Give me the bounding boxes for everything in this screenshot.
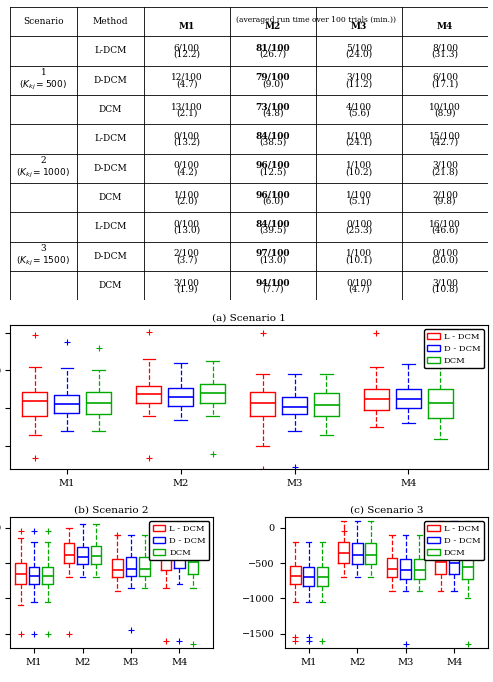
Text: (6.0): (6.0) <box>262 196 283 206</box>
Text: DCM: DCM <box>99 281 122 290</box>
Text: 97/100: 97/100 <box>256 249 290 258</box>
Text: (4.7): (4.7) <box>348 284 370 294</box>
Text: 5/100: 5/100 <box>346 44 372 53</box>
Legend: L - DCM, D - DCM, DCM: L - DCM, D - DCM, DCM <box>149 521 209 560</box>
Text: 6/100: 6/100 <box>432 73 458 82</box>
Text: (17.1): (17.1) <box>431 79 458 88</box>
Text: (42.7): (42.7) <box>431 138 458 147</box>
Text: (9.0): (9.0) <box>262 79 283 88</box>
Text: 2
$(K_{kj}=1000)$: 2 $(K_{kj}=1000)$ <box>16 156 70 180</box>
Text: D-DCM: D-DCM <box>93 164 127 173</box>
Text: (5.1): (5.1) <box>348 196 370 206</box>
Text: (25.3): (25.3) <box>346 226 373 235</box>
Text: 3/100: 3/100 <box>432 278 458 287</box>
Text: DCM: DCM <box>99 105 122 114</box>
Text: (4.7): (4.7) <box>176 79 198 88</box>
Text: M3: M3 <box>351 23 367 31</box>
Text: 0/100: 0/100 <box>432 249 458 258</box>
Text: 6/100: 6/100 <box>174 44 200 53</box>
Text: 3/100: 3/100 <box>174 278 200 287</box>
Text: 81/100: 81/100 <box>255 44 290 53</box>
Text: Method: Method <box>93 17 128 26</box>
Text: 1/100: 1/100 <box>346 161 372 170</box>
Text: (4.8): (4.8) <box>262 108 283 117</box>
Text: L-DCM: L-DCM <box>94 134 127 143</box>
Text: (4.2): (4.2) <box>176 167 198 176</box>
Text: (7.7): (7.7) <box>262 284 283 294</box>
Text: (20.0): (20.0) <box>431 255 458 265</box>
Text: 96/100: 96/100 <box>255 190 290 199</box>
Text: 3/100: 3/100 <box>432 161 458 170</box>
Text: (5.6): (5.6) <box>348 108 370 117</box>
Text: L-DCM: L-DCM <box>94 222 127 231</box>
Text: (13.0): (13.0) <box>259 255 286 265</box>
Text: (11.2): (11.2) <box>346 79 373 88</box>
Text: (10.8): (10.8) <box>431 284 458 294</box>
Text: 16/100: 16/100 <box>429 220 461 228</box>
Text: 0/100: 0/100 <box>346 278 372 287</box>
Text: (3.7): (3.7) <box>176 255 198 265</box>
Text: 15/100: 15/100 <box>429 132 461 140</box>
Text: DCM: DCM <box>99 193 122 202</box>
Title: (a) Scenario 1: (a) Scenario 1 <box>212 314 286 323</box>
Text: (10.1): (10.1) <box>345 255 373 265</box>
Text: 1/100: 1/100 <box>346 190 372 199</box>
Text: (13.0): (13.0) <box>173 226 200 235</box>
Text: 0/100: 0/100 <box>346 220 372 228</box>
Text: L-DCM: L-DCM <box>94 46 127 55</box>
Text: 1/100: 1/100 <box>346 249 372 258</box>
Text: (1.9): (1.9) <box>176 284 198 294</box>
Text: 10/100: 10/100 <box>429 102 461 111</box>
Text: Scenario: Scenario <box>23 17 64 26</box>
Text: (38.5): (38.5) <box>259 138 286 147</box>
Text: 1/100: 1/100 <box>346 132 372 140</box>
Legend: L - DCM, D - DCM, DCM: L - DCM, D - DCM, DCM <box>424 521 484 560</box>
Text: 0/100: 0/100 <box>174 132 200 140</box>
Text: (26.7): (26.7) <box>259 50 286 59</box>
Text: (39.5): (39.5) <box>259 226 286 235</box>
Text: (12.5): (12.5) <box>259 167 286 176</box>
Text: 94/100: 94/100 <box>256 278 290 287</box>
Text: M4: M4 <box>437 23 453 31</box>
Text: (21.8): (21.8) <box>431 167 458 176</box>
Text: 84/100: 84/100 <box>256 132 290 140</box>
Text: (10.2): (10.2) <box>346 167 373 176</box>
Legend: L - DCM, D - DCM, DCM: L - DCM, D - DCM, DCM <box>424 329 484 368</box>
Title: (b) Scenario 2: (b) Scenario 2 <box>74 506 149 515</box>
Text: D-DCM: D-DCM <box>93 252 127 261</box>
Text: (24.1): (24.1) <box>346 138 373 147</box>
Text: 0/100: 0/100 <box>174 161 200 170</box>
Text: 1/100: 1/100 <box>174 190 200 199</box>
Text: (24.0): (24.0) <box>346 50 373 59</box>
Text: (8.9): (8.9) <box>434 108 456 117</box>
Text: 2/100: 2/100 <box>432 190 458 199</box>
Text: (averaged run time over 100 trials (min.)): (averaged run time over 100 trials (min.… <box>236 16 396 24</box>
Text: (46.6): (46.6) <box>431 226 458 235</box>
Text: (12.2): (12.2) <box>174 50 200 59</box>
Text: 12/100: 12/100 <box>171 73 203 82</box>
Title: (c) Scenario 3: (c) Scenario 3 <box>350 506 423 515</box>
Text: M2: M2 <box>265 23 281 31</box>
Text: 2/100: 2/100 <box>174 249 200 258</box>
Text: 4/100: 4/100 <box>346 102 372 111</box>
Text: D-DCM: D-DCM <box>93 76 127 85</box>
Text: (2.1): (2.1) <box>176 108 198 117</box>
Text: 1
$(K_{kj}=500)$: 1 $(K_{kj}=500)$ <box>19 68 68 92</box>
Text: 79/100: 79/100 <box>256 73 290 82</box>
Text: 84/100: 84/100 <box>256 220 290 228</box>
Text: 13/100: 13/100 <box>171 102 203 111</box>
Text: 96/100: 96/100 <box>255 161 290 170</box>
Text: (2.0): (2.0) <box>176 196 198 206</box>
Text: 8/100: 8/100 <box>432 44 458 53</box>
Text: 3/100: 3/100 <box>346 73 372 82</box>
Text: M1: M1 <box>178 23 195 31</box>
Text: (13.2): (13.2) <box>174 138 200 147</box>
Text: 0/100: 0/100 <box>174 220 200 228</box>
Text: 73/100: 73/100 <box>256 102 290 111</box>
Text: (9.8): (9.8) <box>434 196 456 206</box>
Text: 3
$(K_{kj}=1500)$: 3 $(K_{kj}=1500)$ <box>16 244 70 268</box>
Text: (31.3): (31.3) <box>431 50 458 59</box>
